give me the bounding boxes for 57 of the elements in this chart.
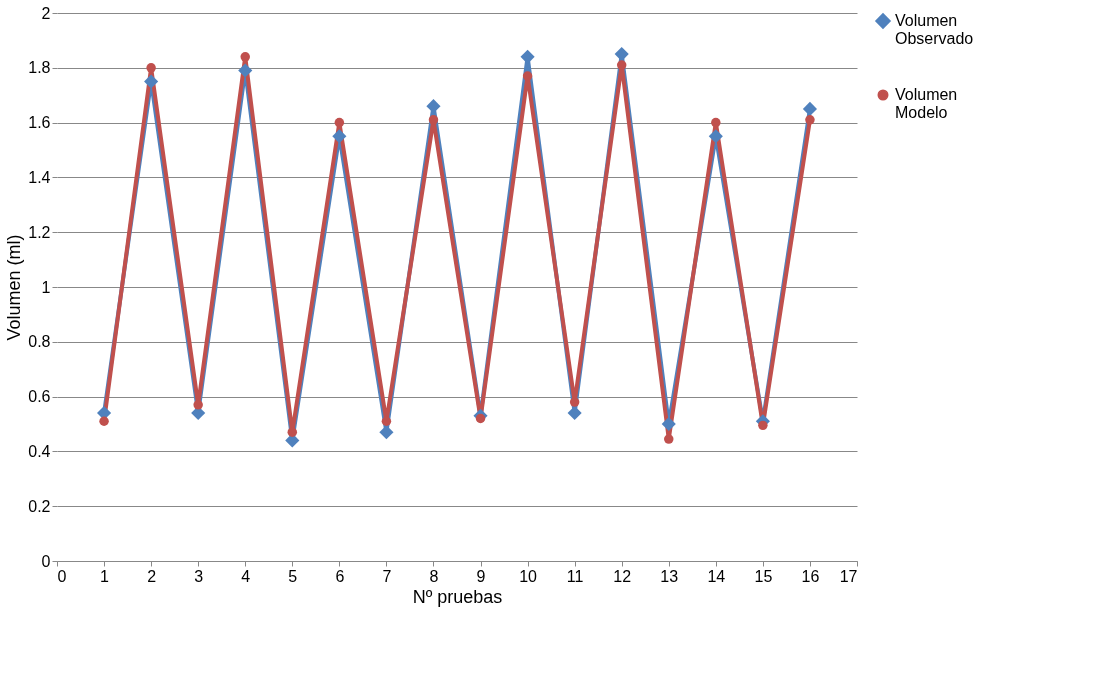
- x-tick-label: 2: [147, 567, 157, 585]
- point: [381, 416, 392, 426]
- point: [616, 60, 627, 70]
- point: [287, 427, 298, 437]
- point: [379, 425, 394, 440]
- point: [708, 129, 723, 144]
- y-tick-label: 1: [41, 278, 51, 296]
- point: [193, 400, 203, 410]
- x-tick-label: 12: [613, 567, 632, 585]
- x-axis-title: Nº pruebas: [412, 586, 503, 607]
- x-tick-label: 9: [476, 567, 486, 585]
- legend-label: Volumen Modelo: [895, 86, 958, 121]
- x-tick-label: 8: [429, 567, 439, 585]
- point: [240, 52, 250, 62]
- x-tick-label: 6: [335, 567, 345, 585]
- y-axis-title: Volumen (ml): [4, 234, 25, 341]
- point: [661, 416, 676, 432]
- x-tick-label: 0: [57, 567, 67, 585]
- x-tick-label: 4: [241, 567, 251, 585]
- point: [146, 63, 156, 73]
- y-tick-label: 1.6: [28, 114, 51, 132]
- x-tick-label: 14: [707, 567, 726, 585]
- y-tick-label: 0: [41, 552, 51, 570]
- point: [99, 416, 109, 426]
- x-tick-label: 15: [754, 567, 773, 585]
- x-tick-label: 1: [100, 567, 110, 585]
- point: [711, 117, 721, 128]
- y-tick-label: 0.2: [28, 497, 51, 515]
- point: [428, 115, 439, 125]
- y-tick-label: 1.4: [28, 168, 51, 186]
- y-tick-label: 1.8: [28, 59, 51, 77]
- y-tick-label: 0.4: [28, 442, 51, 460]
- x-tick-label: 11: [566, 567, 584, 585]
- x-tick-label: 13: [660, 567, 679, 585]
- point: [332, 129, 347, 144]
- y-tick-label: 1.2: [28, 223, 51, 241]
- point: [522, 71, 533, 81]
- x-tick-label: 3: [194, 567, 204, 585]
- x-tick-label: 10: [519, 567, 538, 585]
- point: [520, 49, 535, 64]
- point: [569, 397, 580, 407]
- point: [144, 74, 159, 89]
- point: [758, 420, 768, 431]
- x-tick-label: 5: [288, 567, 298, 585]
- point: [334, 117, 345, 128]
- point: [802, 101, 818, 116]
- x-tick-label: 16: [801, 567, 820, 585]
- point: [238, 63, 253, 78]
- x-tick-label: 17: [839, 567, 858, 585]
- x-tick-label: 7: [382, 567, 392, 585]
- y-tick-label: 0.8: [28, 333, 51, 351]
- point: [475, 413, 486, 424]
- point: [664, 434, 674, 444]
- legend-label: Volumen Observado: [895, 12, 974, 47]
- point: [805, 115, 815, 125]
- y-tick-label: 2: [41, 4, 51, 22]
- y-tick-label: 0.6: [28, 388, 51, 406]
